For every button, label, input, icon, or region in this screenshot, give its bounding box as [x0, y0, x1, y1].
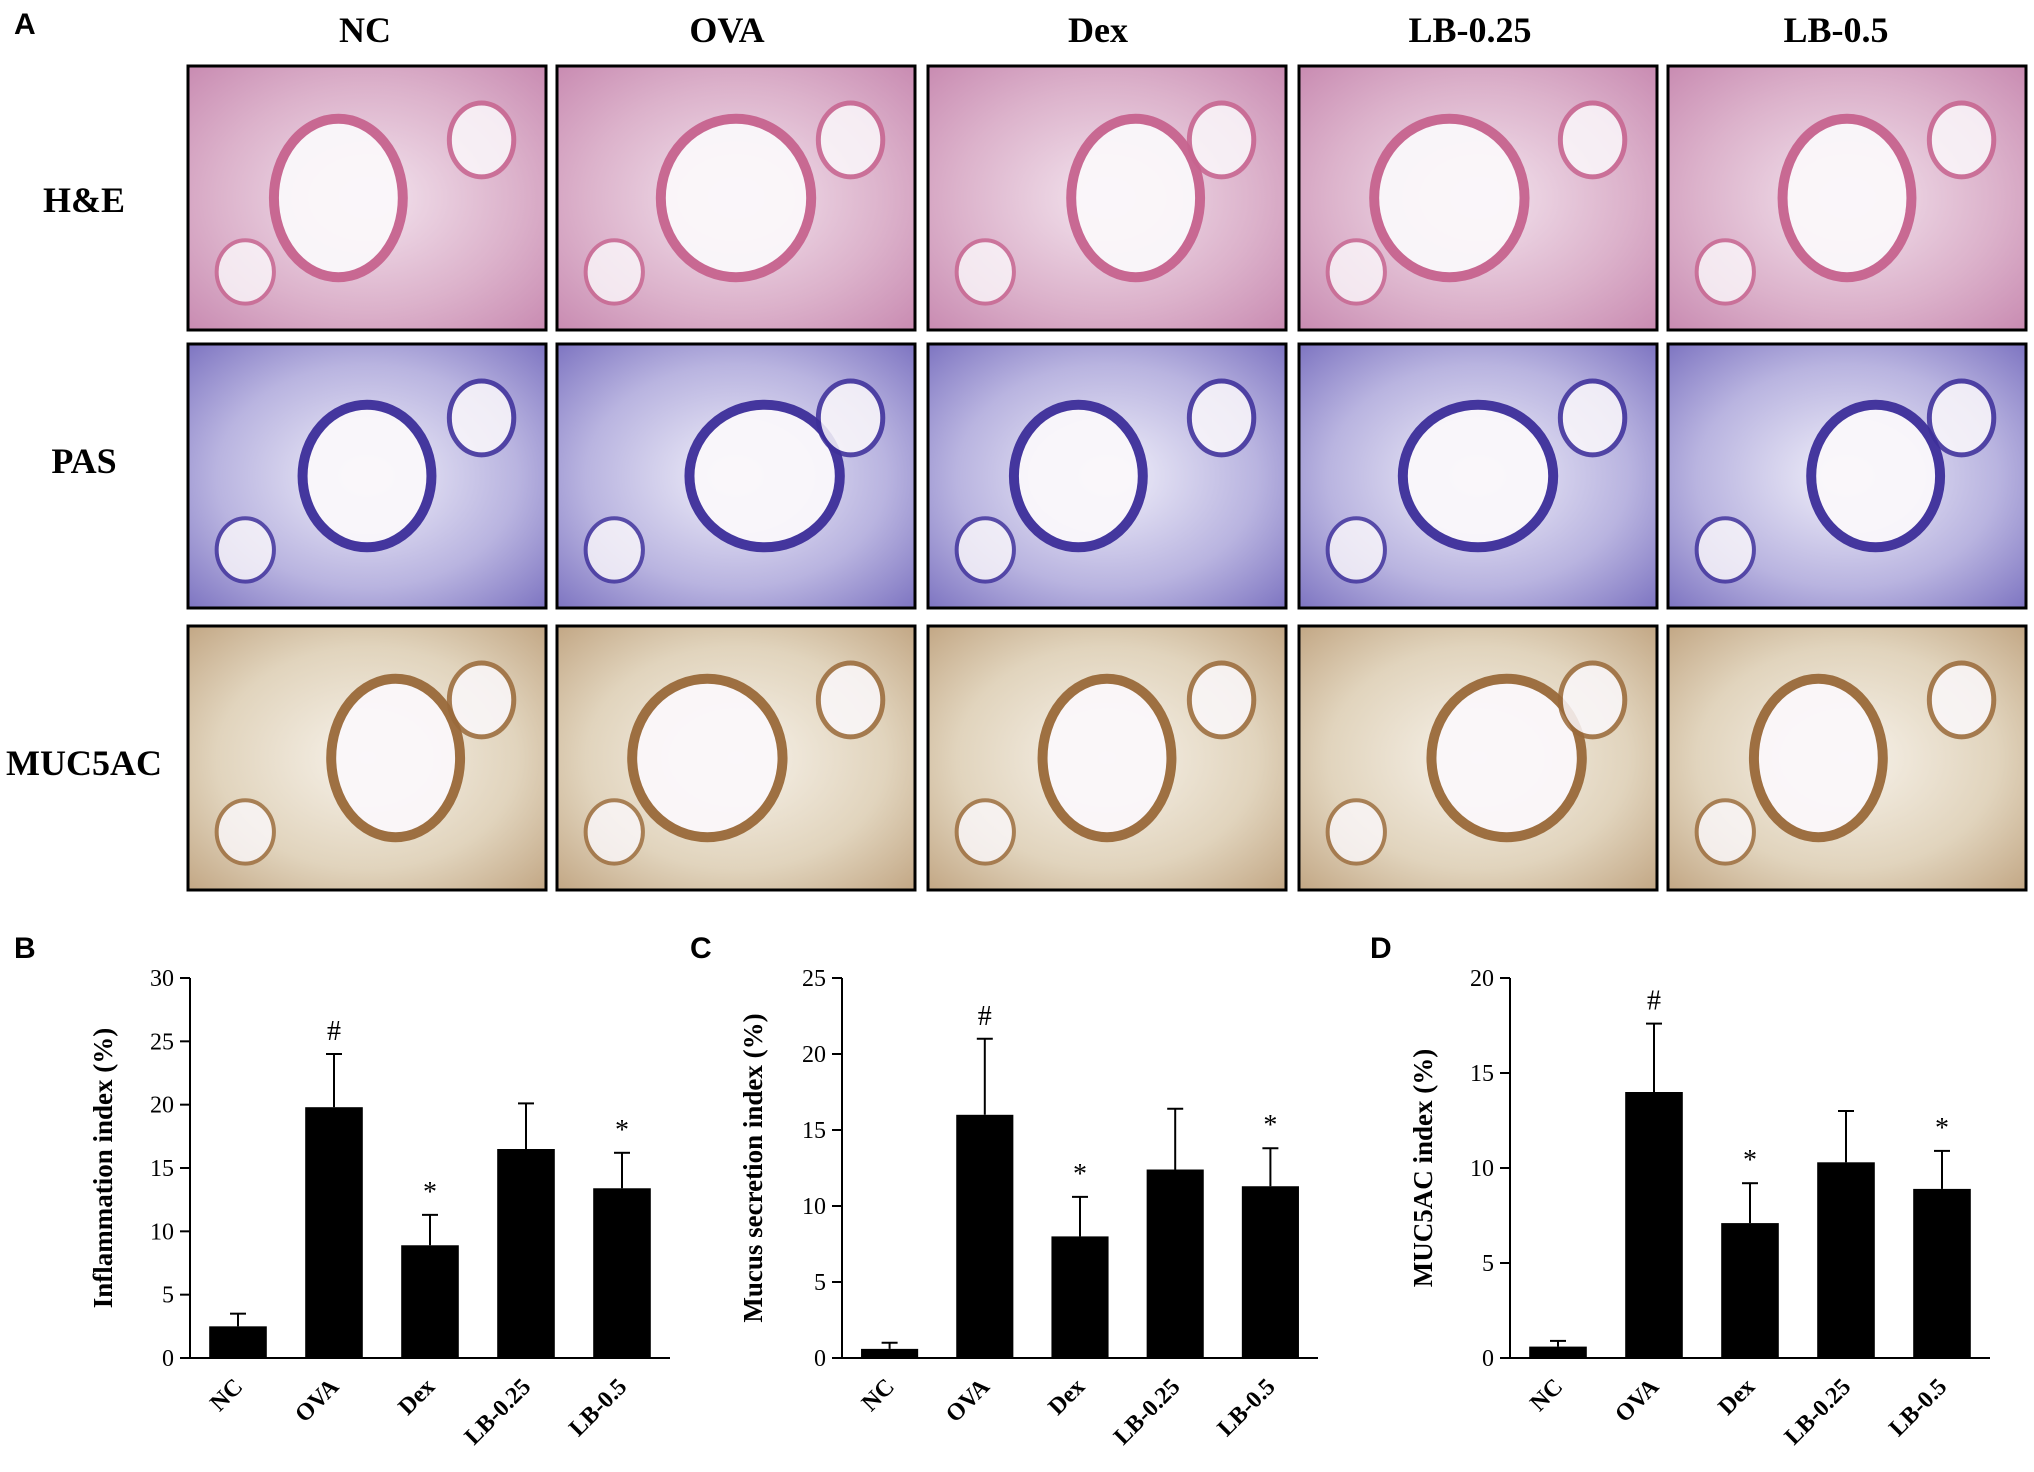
- significance-mark: #: [327, 1016, 341, 1047]
- y-tick-label: 30: [150, 966, 174, 992]
- x-tick-label: Dex: [394, 1374, 441, 1421]
- micrograph-muc5ac-dex: [926, 624, 1288, 892]
- micrograph-muc5ac-nc: [186, 624, 548, 892]
- bar-nc: [1529, 1346, 1587, 1358]
- y-tick-label: 20: [802, 1042, 826, 1068]
- micrograph-he-dex: [926, 64, 1288, 332]
- bar-ova: [305, 1107, 363, 1358]
- panel-letter-d: D: [1370, 932, 1392, 965]
- micrograph-he-lb-05: [1666, 64, 2028, 332]
- x-tick-label: Dex: [1044, 1374, 1091, 1421]
- x-tick-label: NC: [857, 1374, 900, 1417]
- y-axis-label: Mucus secretion index (%): [738, 1013, 768, 1322]
- significance-mark: *: [615, 1115, 629, 1146]
- micrograph-muc5ac-lb-025: [1297, 624, 1659, 892]
- x-tick-label: LB-0.25: [1109, 1374, 1185, 1450]
- significance-mark: #: [1647, 986, 1661, 1017]
- micrograph-pas-ova: [555, 342, 917, 610]
- y-tick-label: 20: [1470, 966, 1494, 992]
- micrograph-muc5ac-ova: [555, 624, 917, 892]
- y-axis-label: MUC5AC index (%): [1408, 1049, 1438, 1287]
- row-label-pas: PAS: [51, 441, 116, 481]
- significance-mark: *: [1073, 1159, 1087, 1190]
- significance-mark: *: [1263, 1110, 1277, 1141]
- x-tick-label: LB-0.5: [1213, 1374, 1281, 1442]
- y-tick-label: 25: [150, 1029, 174, 1055]
- x-tick-label: OVA: [941, 1373, 995, 1427]
- y-tick-label: 0: [1482, 1346, 1494, 1372]
- bar-lb-025: [1817, 1162, 1875, 1358]
- y-tick-label: 5: [814, 1270, 826, 1296]
- micrograph-he-lb-025: [1297, 64, 1659, 332]
- bar-dex: [401, 1245, 459, 1358]
- y-tick-label: 25: [802, 966, 826, 992]
- column-label-nc: NC: [339, 10, 391, 50]
- bar-ova: [956, 1114, 1014, 1358]
- significance-mark: #: [978, 1001, 992, 1032]
- x-tick-label: NC: [1525, 1374, 1568, 1417]
- chart-mucus-secretion-index: 0 5 10 15 20 25 Mucus secretion index (%) NC # OV…: [738, 966, 1318, 1450]
- bar-lb-05: [1241, 1186, 1299, 1358]
- micrograph-pas-lb-05: [1666, 342, 2028, 610]
- x-tick-label: OVA: [1610, 1373, 1664, 1427]
- y-tick-label: 20: [150, 1093, 174, 1119]
- column-label-dex: Dex: [1068, 10, 1128, 50]
- bar-dex: [1721, 1223, 1779, 1358]
- x-tick-label: LB-0.25: [1780, 1374, 1856, 1450]
- bar-lb-025: [497, 1149, 555, 1358]
- y-axis-label: Inflammation index (%): [88, 1028, 118, 1309]
- y-tick-label: 5: [1482, 1251, 1494, 1277]
- micrograph-he-ova: [555, 64, 917, 332]
- bar-nc: [861, 1348, 919, 1358]
- micrograph-he-nc: [186, 64, 548, 332]
- y-tick-label: 10: [150, 1219, 174, 1245]
- x-tick-label: LB-0.5: [564, 1374, 632, 1442]
- significance-mark: *: [423, 1177, 437, 1208]
- y-tick-label: 0: [162, 1346, 174, 1372]
- bar-lb-025: [1146, 1169, 1204, 1358]
- x-tick-label: NC: [205, 1374, 248, 1417]
- bar-lb-05: [1913, 1188, 1971, 1358]
- micrograph-grid: [186, 64, 2028, 892]
- bar-dex: [1051, 1236, 1109, 1358]
- column-label-lb-05: LB-0.5: [1783, 10, 1888, 50]
- bar-nc: [209, 1326, 267, 1358]
- micrograph-muc5ac-lb-05: [1666, 624, 2028, 892]
- y-tick-label: 10: [802, 1194, 826, 1220]
- row-label-he: H&E: [43, 180, 125, 220]
- micrograph-pas-nc: [186, 342, 548, 610]
- panel-letter-c: C: [690, 932, 712, 965]
- significance-mark: *: [1935, 1113, 1949, 1144]
- column-label-lb-025: LB-0.25: [1408, 10, 1531, 50]
- x-tick-label: LB-0.25: [460, 1374, 536, 1450]
- chart-inflammation-index: 0 5 10 15 20 25 30 Inflammation index (%) NC # OVA…: [88, 966, 670, 1450]
- x-tick-label: LB-0.5: [1884, 1374, 1952, 1442]
- column-label-ova: OVA: [689, 10, 764, 50]
- y-tick-label: 0: [814, 1346, 826, 1372]
- row-label-muc5ac: MUC5AC: [6, 743, 162, 783]
- x-tick-label: Dex: [1714, 1374, 1761, 1421]
- y-tick-label: 15: [1470, 1061, 1494, 1087]
- y-tick-label: 10: [1470, 1156, 1494, 1182]
- chart-muc5ac-index: 0 5 10 15 20 MUC5AC index (%) NC # OVA * Dex LB-0.2…: [1408, 966, 1990, 1450]
- panel-letter-b: B: [14, 932, 36, 965]
- bar-ova: [1625, 1092, 1683, 1358]
- y-tick-label: 15: [150, 1156, 174, 1182]
- micrograph-pas-lb-025: [1297, 342, 1659, 610]
- x-tick-label: OVA: [290, 1373, 344, 1427]
- micrograph-pas-dex: [926, 342, 1288, 610]
- significance-mark: *: [1743, 1145, 1757, 1176]
- y-tick-label: 15: [802, 1118, 826, 1144]
- y-tick-label: 5: [162, 1283, 174, 1309]
- bar-lb-05: [593, 1188, 651, 1358]
- panel-letter-a: A: [14, 8, 36, 41]
